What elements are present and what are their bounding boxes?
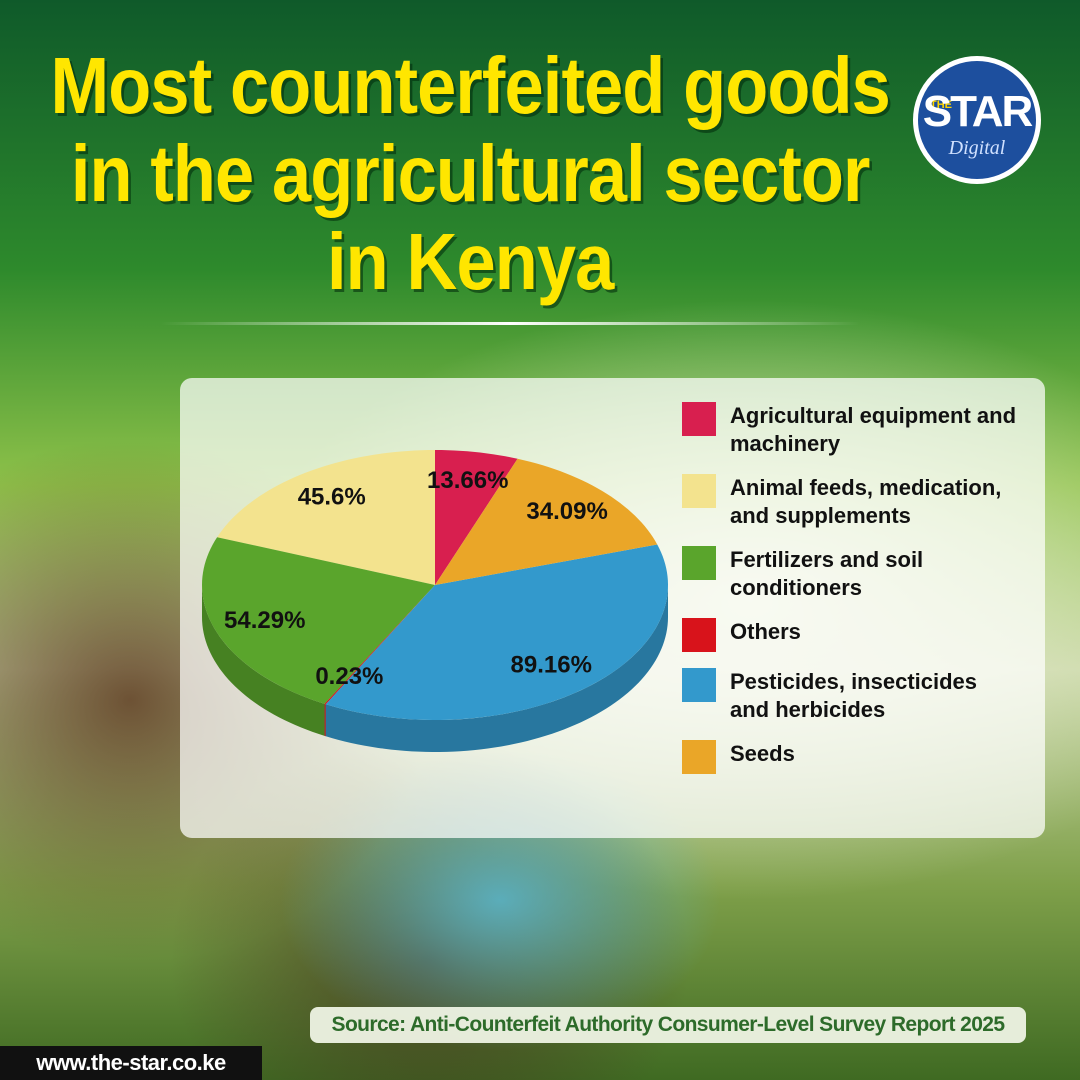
logo-sub: Digital (948, 137, 1006, 159)
slice-side (324, 703, 326, 737)
legend-item: Animal feeds, medication, and supplement… (682, 474, 1022, 530)
chart-title: Most counterfeited goods in the agricult… (50, 41, 891, 306)
value-label: 89.16% (511, 651, 592, 678)
logo-small: THE (930, 99, 952, 111)
legend: Agricultural equipment and machinery Anim… (682, 402, 1022, 774)
slice (435, 450, 518, 585)
divider (160, 322, 860, 325)
legend-item: Agricultural equipment and machinery (682, 402, 1022, 458)
logo-name: STAR (922, 87, 1034, 136)
legend-label: Agricultural equipment and machinery (730, 403, 1017, 456)
source: Source: Anti-Counterfeit Authority Consu… (310, 1007, 1026, 1043)
legend-label: Animal feeds, medication, and supplement… (730, 475, 1002, 528)
legend-label: Fertilizers and soil conditioners (730, 547, 924, 600)
legend-swatch (682, 546, 716, 580)
legend-item: Fertilizers and soil conditioners (682, 546, 1022, 602)
logo: THE STAR Digital (913, 56, 1041, 184)
legend-item: Seeds (682, 740, 1022, 774)
slice (202, 537, 435, 704)
value-label: 34.09% (526, 498, 607, 525)
legend-swatch (682, 474, 716, 508)
legend-label: Pesticides, insecticides and herbicides (730, 669, 978, 722)
legend-item: Pesticides, insecticides and herbicides (682, 668, 1022, 724)
legend-swatch (682, 668, 716, 702)
legend-item: Others (682, 618, 1022, 652)
value-label: 0.23% (315, 663, 383, 690)
slice (435, 458, 658, 585)
legend-label: Seeds (730, 741, 795, 766)
value-label: 45.6% (298, 484, 366, 511)
slice (217, 450, 435, 585)
legend-swatch (682, 402, 716, 436)
legend-label: Others (730, 619, 801, 644)
slice-side (325, 585, 668, 752)
legend-swatch (682, 618, 716, 652)
slice-side (202, 585, 325, 736)
value-label: 13.66% (427, 467, 508, 494)
legend-swatch (682, 740, 716, 774)
value-label: 54.29% (224, 607, 305, 634)
slice (325, 544, 668, 720)
slice (324, 585, 435, 705)
website: www.the-star.co.ke (0, 1046, 262, 1080)
